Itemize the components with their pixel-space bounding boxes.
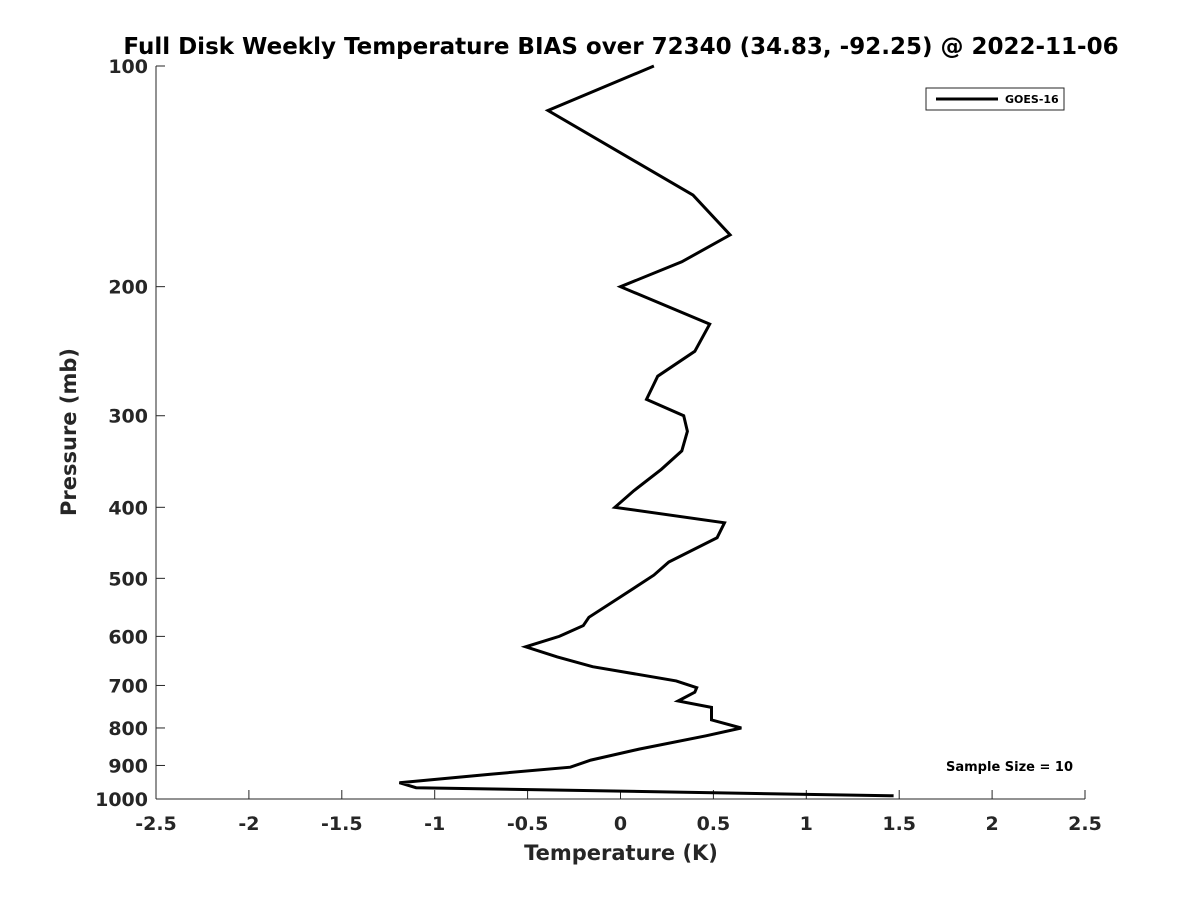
y-tick-label: 400 xyxy=(108,497,148,519)
x-tick-label: 2.5 xyxy=(1068,813,1102,835)
y-tick-label: 200 xyxy=(108,277,148,299)
x-tick-label: -1 xyxy=(424,813,445,835)
y-tick-label: 300 xyxy=(108,406,148,428)
x-tick-label: -0.5 xyxy=(507,813,549,835)
y-tick-label: 900 xyxy=(108,755,148,777)
x-tick-label: 0.5 xyxy=(697,813,731,835)
x-tick-label: 1 xyxy=(800,813,813,835)
sample-size-annotation: Sample Size = 10 xyxy=(946,760,1073,775)
chart-title: Full Disk Weekly Temperature BIAS over 7… xyxy=(123,34,1118,60)
x-tick-label: 2 xyxy=(985,813,998,835)
series-layer xyxy=(398,64,894,798)
y-axis-label: Pressure (mb) xyxy=(57,348,81,516)
x-tick-label: 0 xyxy=(614,813,627,835)
y-tick-label: 800 xyxy=(108,718,148,740)
y-tick-label: 100 xyxy=(108,56,148,78)
y-tick-label: 500 xyxy=(108,568,148,590)
y-ticks: 100 200 300 400 500 600 700 800 900 1000 xyxy=(95,56,165,811)
series-line-goes-16 xyxy=(398,64,894,798)
x-axis-label: Temperature (K) xyxy=(524,841,718,865)
y-tick-label: 1000 xyxy=(95,789,148,811)
y-tick-label: 700 xyxy=(108,675,148,697)
x-tick-label: -2.5 xyxy=(135,813,177,835)
legend: GOES-16 xyxy=(925,87,1065,111)
legend-label-goes-16: GOES-16 xyxy=(1005,93,1059,106)
x-ticks: -2.5 -2 -1.5 -1 -0.5 0 0.5 1 1.5 2 2.5 xyxy=(135,790,1102,835)
x-tick-label: -2 xyxy=(238,813,259,835)
x-tick-label: 1.5 xyxy=(882,813,916,835)
x-tick-label: -1.5 xyxy=(321,813,363,835)
axes-frame xyxy=(155,66,1085,800)
y-tick-label: 600 xyxy=(108,626,148,648)
